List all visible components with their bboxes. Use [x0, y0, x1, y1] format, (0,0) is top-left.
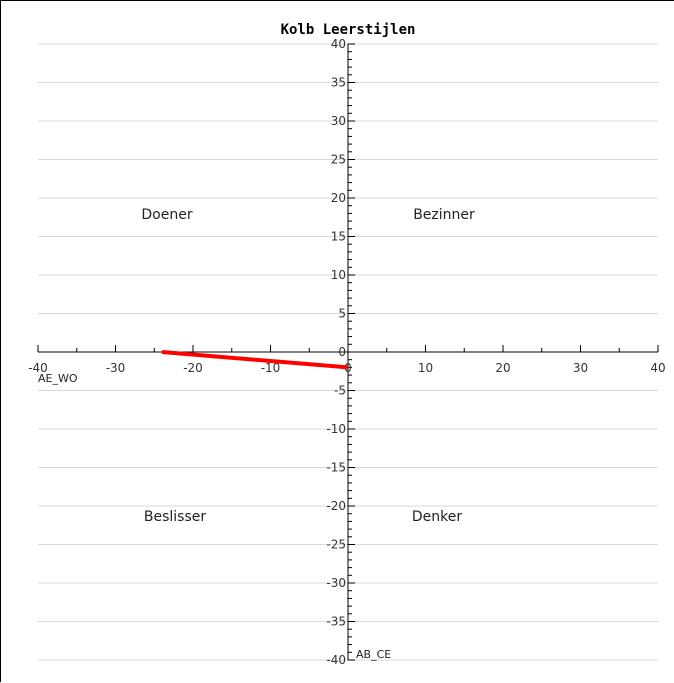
- x-tick-label: 10: [418, 361, 433, 375]
- x-tick-label: -30: [106, 361, 126, 375]
- quadrant-label-denker: Denker: [412, 509, 462, 525]
- x-tick-label: 30: [573, 361, 588, 375]
- y-tick-label: 30: [331, 114, 346, 128]
- y-axis-name: AB_CE: [356, 648, 391, 661]
- x-tick-label: -40: [28, 361, 48, 375]
- y-tick-label: 40: [331, 37, 346, 51]
- series-line: [161, 350, 349, 370]
- y-tick-label: -15: [326, 461, 346, 475]
- y-tick-label: -40: [326, 653, 346, 667]
- quadrant-label-beslisser: Beslisser: [144, 509, 206, 525]
- y-tick-label: 20: [331, 191, 346, 205]
- x-tick-label: 0: [344, 361, 352, 375]
- x-tick-label: -10: [261, 361, 281, 375]
- y-tick-label: 15: [331, 230, 346, 244]
- x-axis-name: AE_WO: [38, 372, 78, 385]
- y-tick-label: 10: [331, 268, 346, 282]
- y-tick-label: -20: [326, 499, 346, 513]
- chart-title: Kolb Leerstijlen: [281, 22, 416, 38]
- y-tick-label: 5: [338, 307, 346, 321]
- quadrant-label-doener: Doener: [141, 207, 192, 223]
- y-tick-label: -25: [326, 538, 346, 552]
- y-tick-label: 35: [331, 76, 346, 90]
- x-tick-label: 20: [495, 361, 510, 375]
- y-tick-label: 25: [331, 153, 346, 167]
- y-tick-label: -10: [326, 422, 346, 436]
- quadrant-label-bezinner: Bezinner: [413, 207, 475, 223]
- y-tick-label: -30: [326, 576, 346, 590]
- x-tick-label: -20: [183, 361, 203, 375]
- y-tick-label: 0: [338, 345, 346, 359]
- x-tick-label: 40: [650, 361, 665, 375]
- y-tick-label: -5: [334, 384, 346, 398]
- y-tick-label: -35: [326, 615, 346, 629]
